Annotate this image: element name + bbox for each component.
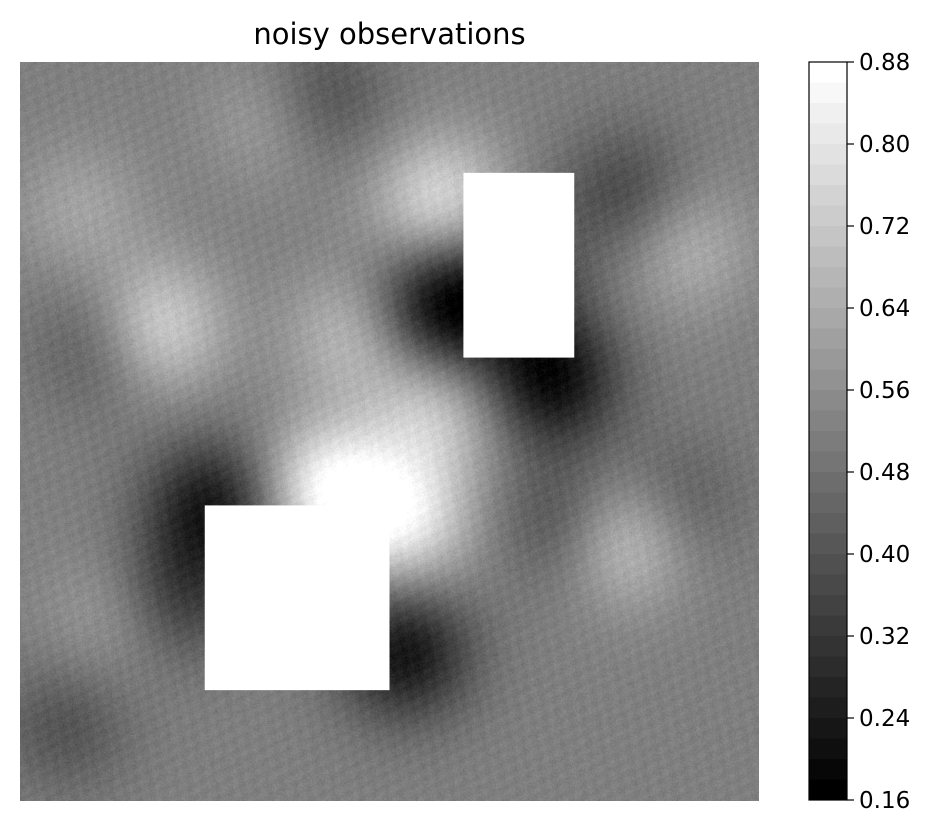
colorbar-tick-label: 0.56: [859, 378, 910, 404]
colorbar: 0.16 0.24 0.32 0.40 0.48 0.56 0.64 0.72 0.80 0.88: [808, 50, 910, 814]
colorbar-tick-label: 0.88: [859, 50, 910, 76]
missing-region-upper-right-gap: [463, 172, 575, 358]
colorbar-tick-label: 0.24: [859, 706, 910, 732]
colorbar-tick-label: 0.72: [859, 214, 910, 240]
chart-title: noisy observations: [253, 17, 525, 51]
colorbar-tick-label: 0.64: [859, 296, 910, 322]
colorbar-tick-label: 0.32: [859, 624, 910, 650]
colorbar-bar: [808, 61, 848, 801]
colorbar-tick-label: 0.40: [859, 542, 910, 568]
missing-region-lower-left-gap: [204, 505, 390, 691]
colorbar-tick-label: 0.80: [859, 132, 910, 158]
missing-regions: [204, 172, 575, 691]
colorbar-tick-label: 0.16: [859, 788, 910, 814]
colorbar-ticks: 0.16 0.24 0.32 0.40 0.48 0.56 0.64 0.72 0.80 0.88: [847, 50, 910, 814]
colorbar-tick-label: 0.48: [859, 460, 910, 486]
